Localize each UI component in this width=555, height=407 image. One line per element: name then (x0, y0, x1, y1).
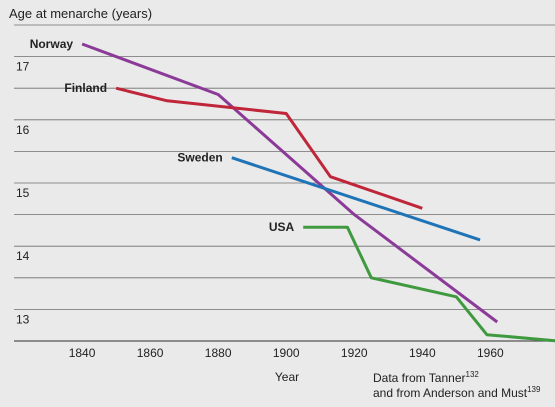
source-note-line2: and from Anderson and Must (373, 386, 528, 400)
y-tick-label: 16 (16, 123, 30, 137)
y-tick-label: 15 (16, 186, 30, 200)
series-lines (81, 42, 555, 343)
y-tick-label: 13 (16, 312, 30, 326)
y-axis-label: Age at menarche (years) (9, 6, 152, 21)
source-note-ref2: 139 (527, 385, 541, 394)
y-tick-label: 17 (16, 60, 30, 74)
source-note: Data from Tanner132 and from Anderson an… (373, 371, 540, 401)
x-tick-label: 1880 (205, 346, 232, 360)
source-note-ref1: 132 (465, 370, 479, 379)
y-tick-labels: 13 14 15 16 17 (16, 60, 30, 327)
gridlines (14, 24, 555, 342)
x-tick-label: 1860 (137, 346, 164, 360)
series-label-usa: USA (269, 220, 295, 234)
series-label-finland: Finland (64, 81, 107, 95)
x-tick-label: 1940 (409, 346, 436, 360)
x-tick-label: 1900 (273, 346, 300, 360)
x-tick-label: 1840 (69, 346, 96, 360)
series-line-norway (81, 42, 499, 324)
x-tick-label: 1960 (477, 346, 504, 360)
series-line-finland (115, 86, 423, 210)
series-labels: Norway Finland Sweden USA (30, 37, 295, 234)
y-tick-label: 14 (16, 249, 30, 263)
series-line-sweden (231, 156, 481, 242)
x-tick-labels: 1840 1860 1880 1900 1920 1940 1960 (69, 346, 504, 360)
series-label-sweden: Sweden (177, 151, 222, 165)
series-label-norway: Norway (30, 37, 74, 51)
series-line-usa (303, 225, 555, 343)
x-axis-label: Year (275, 370, 299, 384)
source-note-line1: Data from Tanner (373, 371, 466, 385)
x-tick-label: 1920 (341, 346, 368, 360)
